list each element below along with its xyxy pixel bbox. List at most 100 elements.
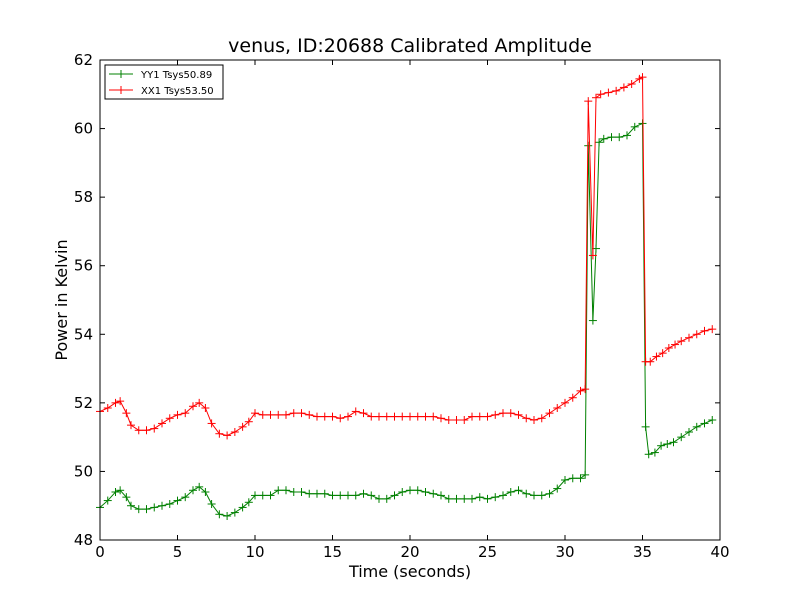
x-tick-label: 10	[245, 543, 264, 561]
data-point	[588, 251, 597, 260]
data-point	[475, 493, 484, 502]
data-point	[320, 412, 329, 421]
data-point	[421, 488, 430, 496]
data-point	[650, 448, 659, 457]
data-point	[122, 409, 131, 418]
data-point	[134, 426, 143, 435]
x-tick-label: 25	[478, 543, 497, 561]
x-tick-label: 35	[633, 543, 652, 561]
data-point	[189, 402, 197, 411]
data-point	[444, 494, 453, 503]
data-point	[657, 441, 666, 450]
data-point	[530, 491, 538, 500]
data-point	[581, 470, 590, 479]
data-point	[677, 433, 686, 442]
data-point	[664, 344, 673, 352]
data-point	[514, 486, 523, 495]
data-point	[553, 484, 562, 493]
data-point	[685, 333, 693, 342]
data-point	[390, 412, 399, 421]
data-point	[421, 412, 430, 421]
data-point	[437, 491, 445, 500]
data-point	[506, 488, 515, 496]
data-point	[491, 410, 500, 419]
data-point	[468, 412, 476, 421]
y-tick-label: 56	[74, 257, 93, 275]
data-point	[359, 409, 368, 418]
y-tick-label: 58	[74, 188, 93, 206]
data-point	[165, 500, 174, 508]
y-tick-label: 54	[74, 325, 93, 343]
data-point	[367, 412, 376, 421]
data-point	[181, 493, 190, 502]
x-tick-label: 40	[710, 543, 729, 561]
data-point	[658, 349, 667, 358]
series-xx1	[96, 73, 717, 440]
x-tick-label: 30	[555, 543, 574, 561]
data-point	[475, 412, 484, 421]
data-point	[506, 409, 515, 418]
data-point	[127, 421, 135, 430]
data-point	[638, 73, 647, 82]
data-point	[584, 97, 593, 106]
data-point	[181, 409, 190, 418]
y-axis-label: Power in Kelvin	[52, 239, 71, 360]
data-point	[158, 501, 166, 510]
data-point	[452, 494, 461, 503]
data-point	[282, 410, 290, 419]
x-tick-label: 0	[95, 543, 105, 561]
plot-area	[96, 73, 717, 520]
data-point	[483, 412, 492, 421]
data-point	[522, 489, 531, 498]
data-point	[576, 386, 585, 395]
data-point	[530, 416, 538, 424]
data-point	[111, 488, 120, 496]
data-point	[413, 412, 422, 421]
data-point	[630, 122, 639, 131]
data-point	[344, 412, 352, 421]
data-point	[111, 398, 120, 407]
data-point	[375, 412, 383, 421]
data-point	[134, 505, 143, 514]
data-point	[266, 491, 275, 500]
data-point	[266, 410, 275, 419]
y-tick-label: 52	[74, 394, 93, 412]
data-point	[708, 416, 717, 424]
y-axis: 48 50 52 54 56 58 60 62	[74, 51, 720, 549]
data-point	[627, 80, 636, 88]
data-point	[499, 409, 507, 418]
data-point	[258, 410, 267, 419]
data-point	[444, 416, 453, 424]
data-point	[195, 398, 204, 407]
data-point	[700, 419, 709, 428]
data-point	[604, 88, 613, 97]
data-point	[581, 385, 590, 394]
x-axis: 0 5 10 15 20 25 30 35 40	[95, 60, 730, 561]
data-point	[644, 450, 653, 459]
data-point	[692, 330, 701, 339]
series-yy1	[96, 119, 717, 520]
y-tick-label: 48	[74, 531, 93, 549]
data-point	[223, 431, 232, 440]
data-point	[452, 416, 461, 424]
data-point	[359, 489, 368, 498]
data-point	[545, 409, 554, 418]
data-point	[207, 419, 216, 428]
data-point	[468, 494, 476, 503]
data-point	[158, 419, 166, 428]
data-point	[116, 397, 125, 406]
data-point	[173, 410, 182, 419]
data-point	[189, 486, 197, 495]
data-point	[223, 512, 232, 520]
data-point	[382, 494, 391, 503]
data-point	[215, 510, 224, 519]
data-point	[607, 133, 616, 142]
data-point	[336, 491, 345, 500]
data-point	[244, 498, 253, 507]
data-point	[615, 133, 624, 142]
data-point	[685, 428, 693, 436]
data-point	[215, 429, 224, 438]
data-point	[274, 486, 283, 495]
